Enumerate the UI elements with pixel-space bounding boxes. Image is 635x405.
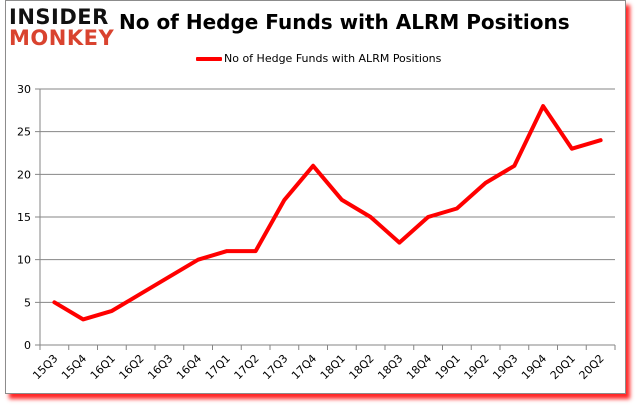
y-tick-label: 10 [17,254,31,267]
x-tick-label: 15Q4 [59,352,89,382]
chart-frame [5,0,626,394]
x-tick-label: 19Q1 [433,352,463,382]
x-tick-label: 17Q3 [260,352,290,382]
x-tick-label: 16Q1 [88,352,118,382]
y-tick-label: 15 [17,211,31,224]
x-tick-label: 16Q3 [145,352,175,382]
x-tick-label: 19Q3 [490,352,520,382]
y-axis-labels: 0 5 10 15 20 25 30 [17,83,31,352]
x-tick-label: 17Q2 [232,352,262,382]
chart-legend: No of Hedge Funds with ALRM Positions [196,52,441,65]
x-tick-label: 19Q4 [519,352,549,382]
insider-monkey-logo: INSIDER MONKEY [9,6,119,50]
chart-title: No of Hedge Funds with ALRM Positions [119,10,570,34]
logo-line-insider: INSIDER [9,5,109,29]
gridlines [35,88,615,346]
x-axis-labels: 15Q315Q416Q116Q216Q316Q417Q117Q217Q317Q4… [30,352,606,382]
y-tick-label: 30 [17,83,31,96]
axes [39,89,616,350]
y-tick-label: 20 [17,168,31,181]
x-tick-label: 20Q1 [548,352,578,382]
y-tick-label: 25 [17,126,31,139]
x-tick-label: 18Q4 [404,352,434,382]
y-tick-label: 0 [24,339,31,352]
legend-label: No of Hedge Funds with ALRM Positions [224,52,442,65]
legend-line-swatch-icon [196,56,222,61]
x-tick-label: 19Q2 [462,352,492,382]
x-tick-label: 18Q1 [318,352,348,382]
x-tick-label: 17Q4 [289,352,319,382]
x-tick-label: 16Q4 [174,352,204,382]
x-tick-label: 17Q1 [203,352,233,382]
x-tick-label: 18Q3 [375,352,405,382]
x-tick-label: 15Q3 [30,352,60,382]
series-line [52,104,603,322]
x-tick-label: 18Q2 [347,352,377,382]
x-tick-label: 20Q2 [577,352,607,382]
x-tick-label: 16Q2 [117,352,147,382]
y-tick-label: 5 [24,296,31,309]
logo-line-monkey: MONKEY [9,26,115,50]
